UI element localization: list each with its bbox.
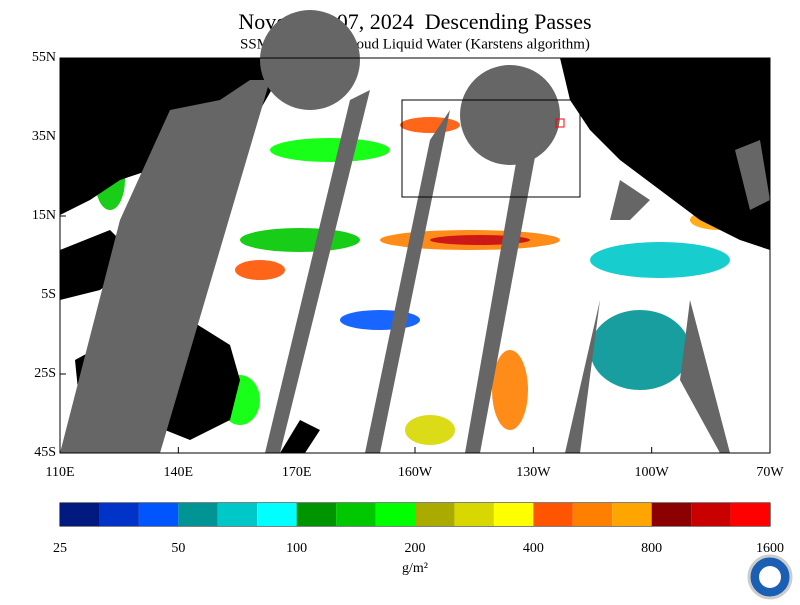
colorbar-swatch <box>572 503 613 526</box>
colorbar-swatch <box>691 503 731 526</box>
lat-label: 55N <box>32 50 56 65</box>
lat-label: 25S <box>34 366 56 381</box>
lon-label: 130W <box>516 465 551 480</box>
marker <box>555 118 565 128</box>
lon-label: 70W <box>756 465 784 480</box>
colorbar-swatch <box>99 503 139 526</box>
colorbar-swatch <box>336 503 376 526</box>
colorbar-label: 200 <box>405 541 426 556</box>
colorbar-swatch <box>612 503 652 526</box>
colorbar-label: 800 <box>641 541 662 556</box>
colorbar-swatch <box>493 503 534 526</box>
lat-label: 35N <box>32 129 56 144</box>
lon-label: 170E <box>282 465 312 480</box>
lon-label: 110E <box>45 465 74 480</box>
lon-label: 100W <box>635 465 670 480</box>
colorbar-label: 1600 <box>756 541 784 556</box>
colorbar-swatch <box>730 503 770 526</box>
colorbar-label: 400 <box>523 541 544 556</box>
colorbar-swatch <box>296 503 337 526</box>
colorbar-swatch <box>375 503 415 526</box>
colorbar-swatch <box>178 503 218 526</box>
lat-label: 45S <box>34 445 56 460</box>
colorbar-label: 100 <box>286 541 307 556</box>
colorbar-label: 25 <box>53 541 67 556</box>
colorbar-swatch <box>415 503 455 526</box>
map <box>59 10 771 454</box>
colorbar-swatch <box>257 503 297 526</box>
swath-gaps <box>60 10 770 453</box>
colorbar-swatch <box>138 503 179 526</box>
colorbar-swatch <box>60 503 100 526</box>
lat-label: 5S <box>41 287 56 302</box>
colorbar-swatch <box>533 503 573 526</box>
colorbar-swatch <box>454 503 494 526</box>
colorbar-label: 50 <box>171 541 185 556</box>
lon-label: 140E <box>164 465 194 480</box>
region-box <box>401 99 581 198</box>
colorbar-swatch <box>217 503 258 526</box>
colorbar-unit: g/m² <box>402 561 428 576</box>
lon-label: 160W <box>398 465 433 480</box>
noaa-logo <box>747 554 793 600</box>
lat-label: 15N <box>32 208 56 223</box>
colorbar-swatch <box>651 503 692 526</box>
